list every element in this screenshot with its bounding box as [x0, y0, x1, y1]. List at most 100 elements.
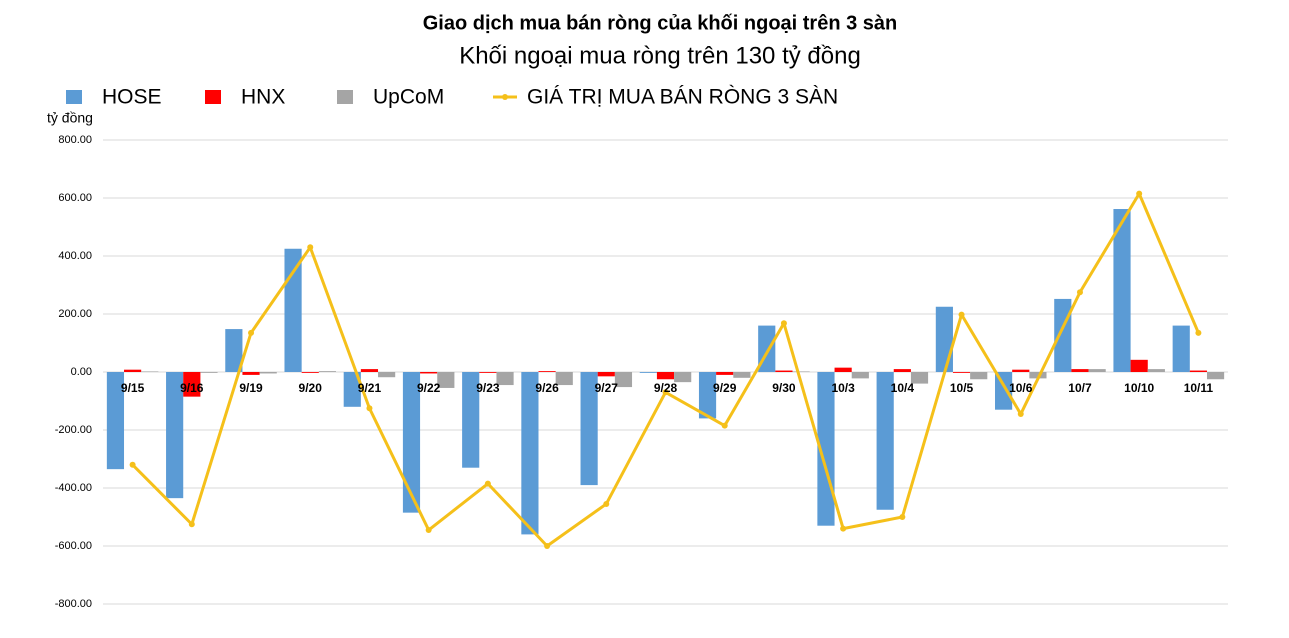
line-marker: [1195, 329, 1202, 336]
bar: [555, 372, 573, 386]
y-tick-label: -600.00: [55, 540, 92, 552]
line-marker: [840, 525, 847, 532]
y-tick-label: 600.00: [58, 192, 92, 204]
bar: [378, 372, 396, 378]
bar: [1147, 369, 1165, 372]
bar: [995, 372, 1013, 410]
bar: [318, 371, 336, 372]
line-marker: [662, 389, 669, 396]
legend-swatch: [205, 90, 221, 104]
bar: [716, 372, 734, 375]
x-tick-label: 9/27: [595, 381, 619, 395]
bar: [360, 369, 379, 372]
x-tick-label: 9/19: [239, 381, 263, 395]
line-marker: [248, 329, 255, 336]
bar: [910, 372, 929, 384]
legend-label: HNX: [241, 86, 285, 109]
line-marker: [129, 461, 136, 468]
bar: [343, 372, 361, 407]
line-marker: [484, 480, 491, 487]
bar: [420, 372, 438, 374]
y-tick-label: 0.00: [71, 366, 92, 378]
bar: [124, 369, 142, 372]
x-tick-label: 10/5: [950, 381, 974, 395]
x-tick-label: 9/29: [713, 381, 737, 395]
line-marker: [721, 422, 728, 429]
x-tick-label: 9/30: [772, 381, 796, 395]
bar: [200, 372, 218, 373]
bar: [698, 372, 717, 419]
bar: [656, 372, 675, 380]
x-tick-label: 10/10: [1124, 381, 1154, 395]
bar: [952, 372, 971, 373]
legend-label: HOSE: [102, 86, 162, 109]
line-marker: [188, 521, 195, 528]
line-marker: [1136, 190, 1143, 197]
bar: [1172, 325, 1190, 372]
bar: [851, 372, 869, 379]
bar: [106, 372, 125, 470]
bar: [893, 369, 911, 372]
x-tick-label: 9/16: [180, 381, 204, 395]
bar: [1071, 369, 1089, 372]
line-marker: [603, 500, 610, 507]
x-tick-label: 9/22: [417, 381, 441, 395]
bar: [284, 248, 302, 372]
x-tick-label: 10/7: [1068, 381, 1092, 395]
bar: [970, 372, 988, 380]
bar: [521, 372, 539, 535]
bar: [479, 372, 497, 373]
bar: [614, 372, 633, 388]
y-tick-label: -400.00: [55, 482, 92, 494]
bar: [183, 372, 201, 397]
bar: [1054, 298, 1072, 372]
y-axis-label: tỷ đồng: [47, 110, 93, 126]
bar: [1206, 372, 1225, 380]
bar: [935, 306, 953, 372]
bar: [639, 372, 657, 373]
bar: [775, 370, 793, 372]
bar: [580, 372, 598, 486]
y-tick-label: -800.00: [55, 598, 92, 610]
bar: [733, 372, 751, 378]
line-marker: [780, 320, 787, 327]
legend-marker: [502, 94, 508, 100]
bar: [462, 372, 480, 468]
line-marker: [1017, 411, 1024, 418]
x-tick-label: 9/23: [476, 381, 500, 395]
bar: [1029, 372, 1047, 379]
chart-title: Giao dịch mua bán ròng của khối ngoại tr…: [423, 12, 898, 34]
bar: [301, 372, 319, 373]
legend-swatch: [337, 90, 353, 104]
line-marker: [899, 514, 906, 520]
x-tick-label: 10/11: [1184, 381, 1214, 395]
line-marker: [544, 543, 551, 549]
bar: [876, 372, 894, 510]
line-marker: [958, 311, 965, 318]
bar: [674, 372, 692, 383]
bar: [1189, 370, 1207, 372]
line-marker: [307, 244, 314, 251]
x-tick-label: 9/20: [299, 381, 323, 395]
bar: [225, 329, 243, 372]
x-tick-label: 10/3: [831, 381, 855, 395]
x-tick-label: 9/21: [358, 381, 382, 395]
bar: [166, 372, 184, 499]
line-marker: [366, 405, 373, 412]
bar: [1130, 359, 1148, 372]
line-marker: [425, 527, 432, 534]
bar: [402, 372, 421, 513]
bar: [141, 371, 159, 372]
bar: [1012, 369, 1030, 372]
bar: [242, 372, 260, 375]
bar: [496, 372, 514, 386]
x-tick-label: 10/6: [1009, 381, 1033, 395]
bar: [597, 372, 615, 377]
bar: [538, 371, 556, 372]
x-tick-label: 10/4: [891, 381, 915, 395]
bar: [1113, 209, 1131, 372]
bar: [834, 367, 852, 372]
x-tick-label: 9/26: [535, 381, 559, 395]
legend-label: GIÁ TRỊ MUA BÁN RÒNG 3 SÀN: [527, 86, 838, 109]
